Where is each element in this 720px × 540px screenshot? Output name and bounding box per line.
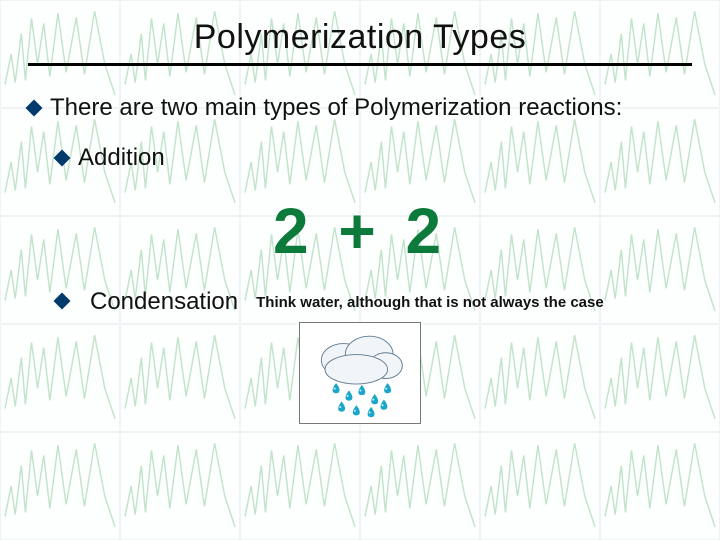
diamond-bullet-icon: [54, 150, 71, 167]
condensation-note: Think water, although that is not always…: [256, 294, 604, 311]
diamond-bullet-icon: [26, 100, 43, 117]
bullet-main-row: There are two main types of Polymerizati…: [28, 94, 692, 122]
diamond-bullet-icon: [54, 293, 71, 310]
bullet-condensation-row: Condensation Think water, although that …: [28, 288, 692, 316]
formula-container: 2 + 2: [28, 194, 692, 268]
rain-cloud-icon: [299, 322, 421, 424]
title-underline: [28, 63, 692, 66]
formula-text: 2 + 2: [273, 195, 447, 267]
slide-title: Polymerization Types: [28, 18, 692, 57]
bullet-addition-text: Addition: [78, 144, 165, 172]
rain-cloud-svg: [304, 327, 416, 419]
bullet-addition-row: Addition: [28, 144, 692, 172]
slide: Polymerization Types There are two main …: [0, 0, 720, 540]
bullet-condensation-text: Condensation: [90, 288, 238, 316]
bullet-main-text: There are two main types of Polymerizati…: [50, 94, 622, 122]
slide-content: Polymerization Types There are two main …: [0, 0, 720, 540]
